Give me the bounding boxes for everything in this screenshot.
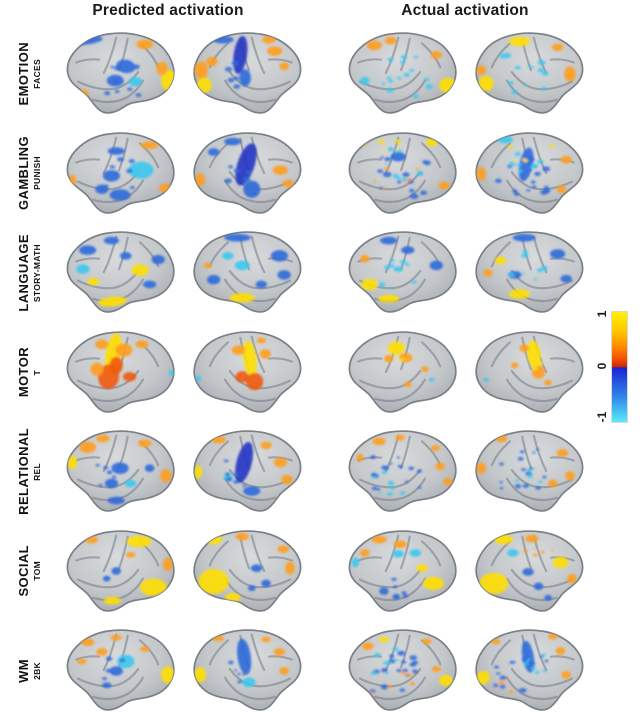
contrast-name-label: STORY-MATH xyxy=(32,243,42,302)
contrast-name-label: FACES xyxy=(32,58,42,89)
brain-map-predicted-left-hemisphere xyxy=(58,24,184,124)
contrast-name-label: 2BK xyxy=(32,661,42,680)
task-label: GAMBLING PUNISH xyxy=(0,124,58,224)
brain-map-actual-right-hemisphere xyxy=(466,621,592,721)
brain-map-actual-left-hemisphere xyxy=(340,422,466,522)
brain-map-actual-left-hemisphere xyxy=(340,24,466,124)
task-label: MOTOR T xyxy=(0,323,58,423)
task-row-motor: MOTOR T xyxy=(0,323,643,423)
task-row-emotion: EMOTION FACES xyxy=(0,24,643,124)
brain-map-predicted-right-hemisphere xyxy=(184,24,310,124)
brain-map-actual-right-hemisphere xyxy=(466,422,592,522)
brain-map-actual-left-hemisphere xyxy=(340,223,466,323)
brain-map-predicted-right-hemisphere xyxy=(184,522,310,622)
predicted-column-title: Predicted activation xyxy=(92,2,244,19)
task-label: RELATIONAL REL xyxy=(0,422,58,522)
task-row-social: SOCIAL TOM xyxy=(0,522,643,622)
actual-column-title: Actual activation xyxy=(401,2,529,19)
brain-map-predicted-right-hemisphere xyxy=(184,124,310,224)
task-name-label: RELATIONAL xyxy=(16,428,31,516)
brain-map-actual-right-hemisphere xyxy=(466,124,592,224)
contrast-name-label: T xyxy=(32,369,42,376)
task-name-label: MOTOR xyxy=(16,347,31,398)
colorbar xyxy=(611,311,628,423)
brain-map-actual-right-hemisphere xyxy=(466,24,592,124)
brain-map-actual-right-hemisphere xyxy=(466,522,592,622)
colorbar-zero-label: 0 xyxy=(595,362,609,370)
colorbar-min-label: -1 xyxy=(595,411,609,423)
brain-map-predicted-left-hemisphere xyxy=(58,323,184,423)
brain-map-predicted-left-hemisphere xyxy=(58,422,184,522)
contrast-name-label: PUNISH xyxy=(32,156,42,191)
brain-map-predicted-right-hemisphere xyxy=(184,323,310,423)
task-row-wm: WM 2BK xyxy=(0,621,643,721)
task-name-label: WM xyxy=(16,658,31,683)
brain-map-predicted-left-hemisphere xyxy=(58,621,184,721)
brain-map-predicted-right-hemisphere xyxy=(184,422,310,522)
task-rows: EMOTION FACES xyxy=(0,24,643,721)
brain-map-actual-left-hemisphere xyxy=(340,124,466,224)
brain-map-predicted-right-hemisphere xyxy=(184,621,310,721)
task-label: WM 2BK xyxy=(0,621,58,721)
task-label: LANGUAGE STORY-MATH xyxy=(0,223,58,323)
brain-map-actual-left-hemisphere xyxy=(340,621,466,721)
colorbar-max-label: 1 xyxy=(595,310,609,318)
task-name-label: SOCIAL xyxy=(16,545,31,597)
task-row-language: LANGUAGE STORY-MATH xyxy=(0,223,643,323)
task-label: SOCIAL TOM xyxy=(0,522,58,622)
brain-map-actual-right-hemisphere xyxy=(466,323,592,423)
task-name-label: GAMBLING xyxy=(16,136,31,211)
task-label: EMOTION FACES xyxy=(0,24,58,124)
brain-map-actual-left-hemisphere xyxy=(340,522,466,622)
task-name-label: LANGUAGE xyxy=(16,233,31,312)
brain-map-predicted-left-hemisphere xyxy=(58,124,184,224)
contrast-name-label: REL xyxy=(32,462,42,481)
brain-map-actual-left-hemisphere xyxy=(340,323,466,423)
task-name-label: EMOTION xyxy=(16,42,31,106)
brain-map-predicted-right-hemisphere xyxy=(184,223,310,323)
task-row-gambling: GAMBLING PUNISH xyxy=(0,124,643,224)
brain-map-predicted-left-hemisphere xyxy=(58,522,184,622)
brain-map-actual-right-hemisphere xyxy=(466,223,592,323)
brain-map-predicted-left-hemisphere xyxy=(58,223,184,323)
contrast-name-label: TOM xyxy=(32,561,42,582)
task-row-relational: RELATIONAL REL xyxy=(0,422,643,522)
